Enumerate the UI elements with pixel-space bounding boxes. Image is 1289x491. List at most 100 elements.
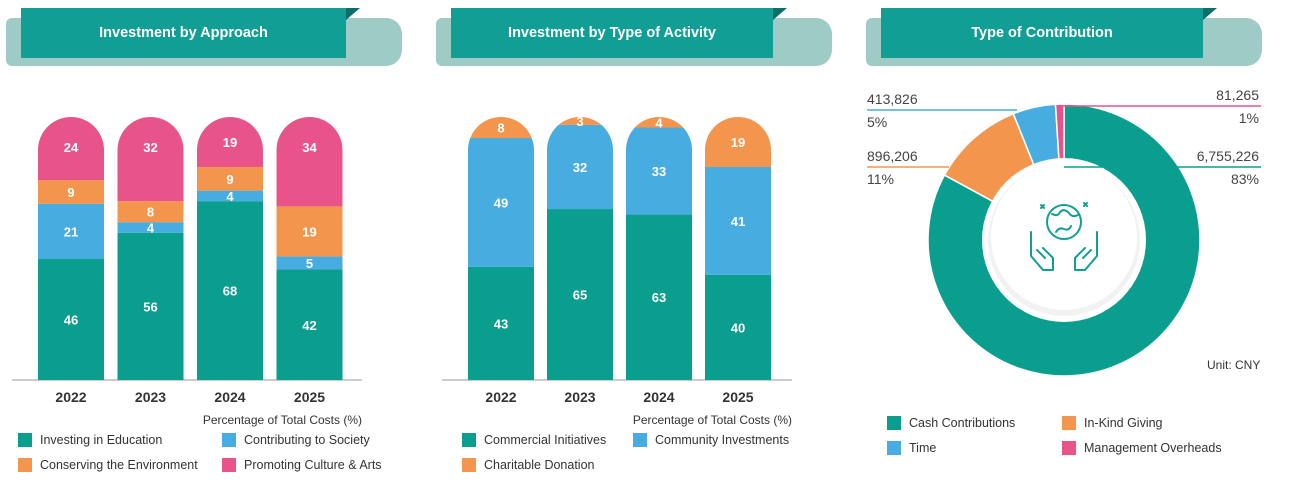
panel2-title: Investment by Type of Activity xyxy=(451,8,773,58)
percent-label-time: 5% xyxy=(867,114,887,130)
value-label-cash-contributions: 6,755,226 xyxy=(1197,148,1259,164)
bar-stack-2025 xyxy=(276,117,343,380)
data-label-commercial-initiatives-2023: 65 xyxy=(573,288,587,303)
x-tick-label-2025: 2025 xyxy=(294,389,325,405)
data-label-investing-in-education-2023: 56 xyxy=(143,299,157,314)
percent-label-cash-contributions: 83% xyxy=(1231,171,1259,187)
panel1-title: Investment by Approach xyxy=(21,8,346,58)
data-label-conserving-the-environment-2025: 19 xyxy=(302,224,316,239)
bar-stack-2023 xyxy=(547,117,613,380)
bar-promoting-culture-arts-2022 xyxy=(38,117,104,181)
value-label-time: 413,826 xyxy=(867,91,918,107)
data-label-investing-in-education-2025: 42 xyxy=(302,318,316,333)
bar-community-investments-2023 xyxy=(547,124,613,210)
globe-in-hands-icon xyxy=(1030,202,1098,271)
legend-item-in-kind-giving: In-Kind Giving xyxy=(1062,416,1163,430)
bar-stack-2024 xyxy=(197,117,263,380)
data-label-commercial-initiatives-2024: 63 xyxy=(652,290,666,305)
bar-investing-in-education-2022 xyxy=(38,259,104,380)
legend-label: Management Overheads xyxy=(1084,441,1222,455)
data-label-charitable-donation-2024: 4 xyxy=(655,115,663,130)
legend-swatch xyxy=(887,416,901,430)
panel1-header: Investment by Approach xyxy=(6,8,402,68)
legend-item-commercial-initiatives: Commercial Initiatives xyxy=(462,433,606,447)
x-tick-label-2023: 2023 xyxy=(564,389,595,405)
bar-investing-in-education-2025 xyxy=(276,269,343,380)
percent-label-in-kind-giving: 11% xyxy=(867,171,894,187)
data-label-investing-in-education-2024: 68 xyxy=(223,284,237,299)
unit-label: Unit: CNY xyxy=(1207,358,1261,372)
x-tick-label-2022: 2022 xyxy=(55,389,86,405)
bar-promoting-culture-arts-2023 xyxy=(117,117,184,202)
x-tick-label-2022: 2022 xyxy=(485,389,516,405)
legend-label: Conserving the Environment xyxy=(40,458,198,472)
legend-label: Commercial Initiatives xyxy=(484,433,607,447)
bar-conserving-the-environment-2023 xyxy=(117,201,184,223)
legend-swatch xyxy=(1062,441,1076,455)
data-label-charitable-donation-2025: 19 xyxy=(731,135,745,150)
bar-contributing-to-society-2023 xyxy=(117,222,184,233)
value-label-in-kind-giving: 896,206 xyxy=(867,148,918,164)
data-label-community-investments-2024: 33 xyxy=(652,164,666,179)
bar-stack-2022 xyxy=(468,117,534,380)
bar-stack-2023 xyxy=(117,117,184,380)
data-label-promoting-culture-arts-2022: 24 xyxy=(64,140,79,155)
bar-community-investments-2025 xyxy=(705,166,771,275)
legend-item-conserving-environment: Conserving the Environment xyxy=(18,458,198,472)
data-label-investing-in-education-2022: 46 xyxy=(64,313,78,328)
legend-swatch xyxy=(462,433,476,447)
bar-contributing-to-society-2022 xyxy=(38,203,104,260)
data-label-contributing-to-society-2022: 21 xyxy=(64,224,78,239)
data-label-community-investments-2022: 49 xyxy=(494,195,508,210)
bar-conserving-the-environment-2024 xyxy=(197,166,263,191)
bar-commercial-initiatives-2025 xyxy=(705,274,771,380)
data-label-community-investments-2025: 41 xyxy=(731,214,745,229)
x-tick-label-2023: 2023 xyxy=(135,389,166,405)
legend-label: Investing in Education xyxy=(40,433,163,447)
bar-promoting-culture-arts-2025 xyxy=(276,117,343,207)
panel3-header: Type of Contribution xyxy=(866,8,1262,68)
legend-swatch xyxy=(633,433,647,447)
legend-label: Contributing to Society xyxy=(244,433,370,447)
bar-commercial-initiatives-2024 xyxy=(626,214,692,380)
data-label-promoting-culture-arts-2023: 32 xyxy=(143,140,157,155)
axis-note: Percentage of Total Costs (%) xyxy=(633,413,792,427)
activity-stacked-bar-chart: 43 49 8 2022 65 32 3 2023 63 33 4 2024 40 41 19 2025 Per… xyxy=(442,114,792,427)
x-tick-label-2024: 2024 xyxy=(643,389,674,405)
legend-label: Cash Contributions xyxy=(909,416,1016,430)
panel2-header: Investment by Type of Activity xyxy=(436,8,832,68)
legend-item-charitable-donation: Charitable Donation xyxy=(462,458,595,472)
legend-item-contributing-society: Contributing to Society xyxy=(222,433,370,447)
legend-swatch xyxy=(18,433,32,447)
data-label-contributing-to-society-2024: 4 xyxy=(226,189,234,204)
bar-investing-in-education-2023 xyxy=(117,232,184,380)
axis-note: Percentage of Total Costs (%) xyxy=(203,413,362,427)
value-label-management-overheads: 81,265 xyxy=(1216,87,1259,103)
legend-swatch xyxy=(18,458,32,472)
data-label-promoting-culture-arts-2024: 19 xyxy=(223,135,237,150)
legend-label: In-Kind Giving xyxy=(1084,416,1163,430)
bar-stack-2022 xyxy=(38,117,104,380)
bar-commercial-initiatives-2023 xyxy=(547,209,613,380)
data-label-commercial-initiatives-2022: 43 xyxy=(494,316,508,331)
bar-charitable-donation-2022 xyxy=(468,117,534,139)
legend-label: Promoting Culture & Arts xyxy=(244,458,382,472)
bar-contributing-to-society-2024 xyxy=(197,190,263,202)
legend-label: Community Investments xyxy=(655,433,790,447)
bar-conserving-the-environment-2022 xyxy=(38,180,104,204)
bar-charitable-donation-2024 xyxy=(626,117,692,128)
legend-swatch xyxy=(222,433,236,447)
x-tick-label-2024: 2024 xyxy=(214,389,245,405)
legend-item-community-investments: Community Investments xyxy=(633,433,789,447)
data-label-contributing-to-society-2025: 5 xyxy=(306,256,313,271)
bar-conserving-the-environment-2025 xyxy=(276,206,343,257)
x-tick-label-2025: 2025 xyxy=(722,389,753,405)
data-label-commercial-initiatives-2025: 40 xyxy=(731,320,745,335)
legend-swatch xyxy=(1062,416,1076,430)
data-label-community-investments-2023: 32 xyxy=(573,160,587,175)
legend-swatch xyxy=(887,441,901,455)
legend-item-investing-education: Investing in Education xyxy=(18,433,162,447)
legend-swatch xyxy=(462,458,476,472)
data-label-conserving-the-environment-2024: 9 xyxy=(226,172,233,187)
bar-stack-2024 xyxy=(626,117,692,380)
